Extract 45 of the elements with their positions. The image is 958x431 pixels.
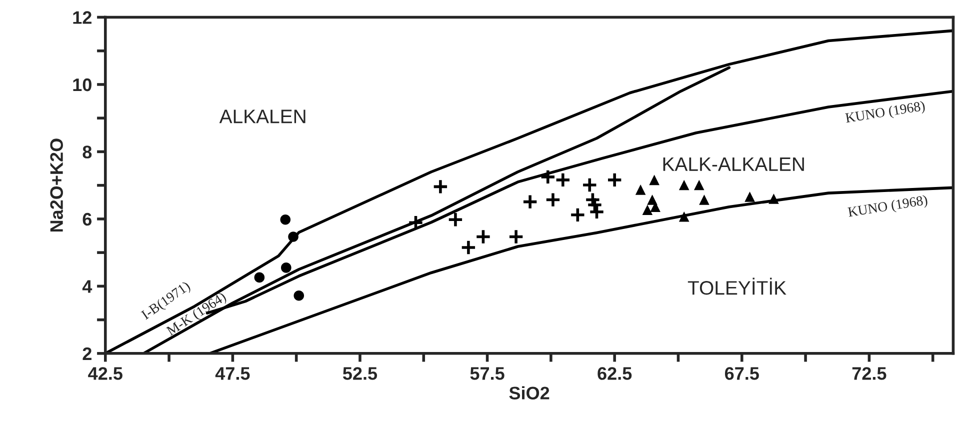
point [744, 192, 755, 202]
point [649, 174, 660, 186]
y-tick-label: 8 [82, 146, 92, 158]
point [447, 212, 464, 228]
annotation: KUNO (1968) [848, 194, 928, 220]
annotation: KUNO (1968) [844, 100, 926, 126]
point [432, 178, 448, 195]
point [254, 272, 265, 283]
point [635, 184, 646, 195]
y-tick-label: 10 [73, 78, 92, 92]
y-tick-label: 12 [73, 11, 92, 24]
x-axis-title: SiO2 [509, 386, 550, 400]
point [294, 290, 304, 301]
point [606, 172, 623, 188]
point [694, 180, 704, 190]
annotation: KALK-ALKALEN [663, 157, 804, 171]
x-tick-label: 52.5 [342, 367, 378, 380]
y-tick-label: 4 [82, 280, 92, 293]
point [280, 214, 291, 225]
point [460, 240, 476, 256]
point [540, 168, 556, 185]
x-tick-label: 72.5 [852, 367, 886, 380]
point [508, 228, 524, 245]
annotation: TOLEYİTİK [688, 278, 786, 295]
x-tick-label: 57.5 [470, 367, 504, 380]
y-tick-label: 6 [82, 212, 92, 226]
point [522, 194, 538, 210]
x-tick-label: 67.5 [724, 367, 759, 380]
x-tick-label: 47.5 [215, 367, 250, 380]
point [544, 192, 561, 208]
point [554, 172, 571, 188]
point [475, 228, 492, 245]
point [678, 180, 690, 190]
point [647, 194, 658, 205]
point [584, 192, 601, 208]
y-tick-label: 2 [82, 347, 92, 360]
y-axis-title: Na2O+K2O [50, 138, 63, 232]
x-tick-label: 62.5 [598, 367, 632, 380]
x-tick-label: 42.5 [88, 367, 122, 380]
point [699, 194, 710, 205]
annotation: ALKALEN [219, 110, 306, 124]
point [582, 177, 598, 193]
point [570, 206, 586, 223]
point [281, 262, 292, 273]
point [642, 204, 653, 216]
